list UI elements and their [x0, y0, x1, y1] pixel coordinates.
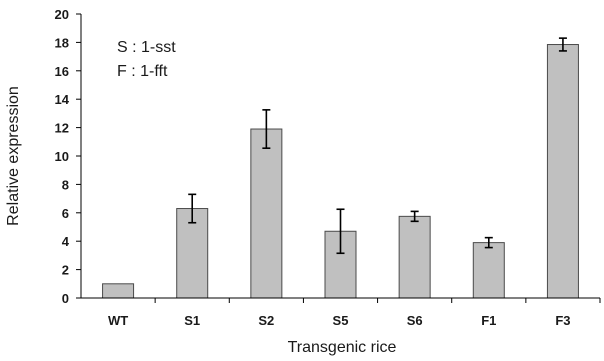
- error-bars: [188, 37, 567, 255]
- legend-annotation-fft: F : 1-fft: [117, 63, 168, 80]
- y-tick-label: 16: [55, 64, 69, 79]
- bar-f3: [546, 44, 579, 299]
- y-tick-label: 20: [55, 7, 69, 22]
- x-axis: WT S1 S2 S5 S6 F1 F3: [81, 297, 601, 328]
- y-tick-label: 4: [62, 234, 70, 249]
- y-tick-label: 12: [55, 121, 69, 136]
- bar-s6: [398, 215, 431, 299]
- x-tick-label: S6: [407, 313, 423, 328]
- x-tick-label: F3: [555, 313, 570, 328]
- bars: [102, 44, 579, 299]
- error-bar-s5: [336, 208, 345, 255]
- bar-s2: [250, 128, 283, 299]
- x-tick-label: S1: [184, 313, 200, 328]
- y-tick-label: 14: [55, 92, 70, 107]
- error-bar-f3: [558, 37, 567, 52]
- x-tick-label: F1: [481, 313, 496, 328]
- y-tick-label: 8: [62, 177, 69, 192]
- legend-annotation-sst: S : 1-sst: [117, 39, 176, 56]
- y-axis: 0 2 4 6 8 10 12 14 16 18 20: [55, 7, 82, 306]
- x-tick-label: S2: [258, 313, 274, 328]
- error-bar-f1: [484, 236, 493, 249]
- x-tick-label: S5: [333, 313, 349, 328]
- error-bar-s6: [410, 210, 419, 223]
- y-tick-label: 2: [62, 263, 69, 278]
- y-tick-label: 0: [62, 291, 69, 306]
- y-tick-label: 6: [62, 206, 69, 221]
- y-axis-title: Relative expression: [5, 86, 22, 226]
- bar-wt: [102, 283, 135, 299]
- x-axis-title: Transgenic rice: [288, 339, 397, 356]
- error-bar-s1: [188, 193, 197, 224]
- y-tick-label: 10: [55, 149, 69, 164]
- error-bar-s2: [262, 109, 271, 149]
- y-tick-label: 18: [55, 35, 69, 50]
- bar-f1: [472, 242, 505, 299]
- x-tick-label: WT: [108, 313, 128, 328]
